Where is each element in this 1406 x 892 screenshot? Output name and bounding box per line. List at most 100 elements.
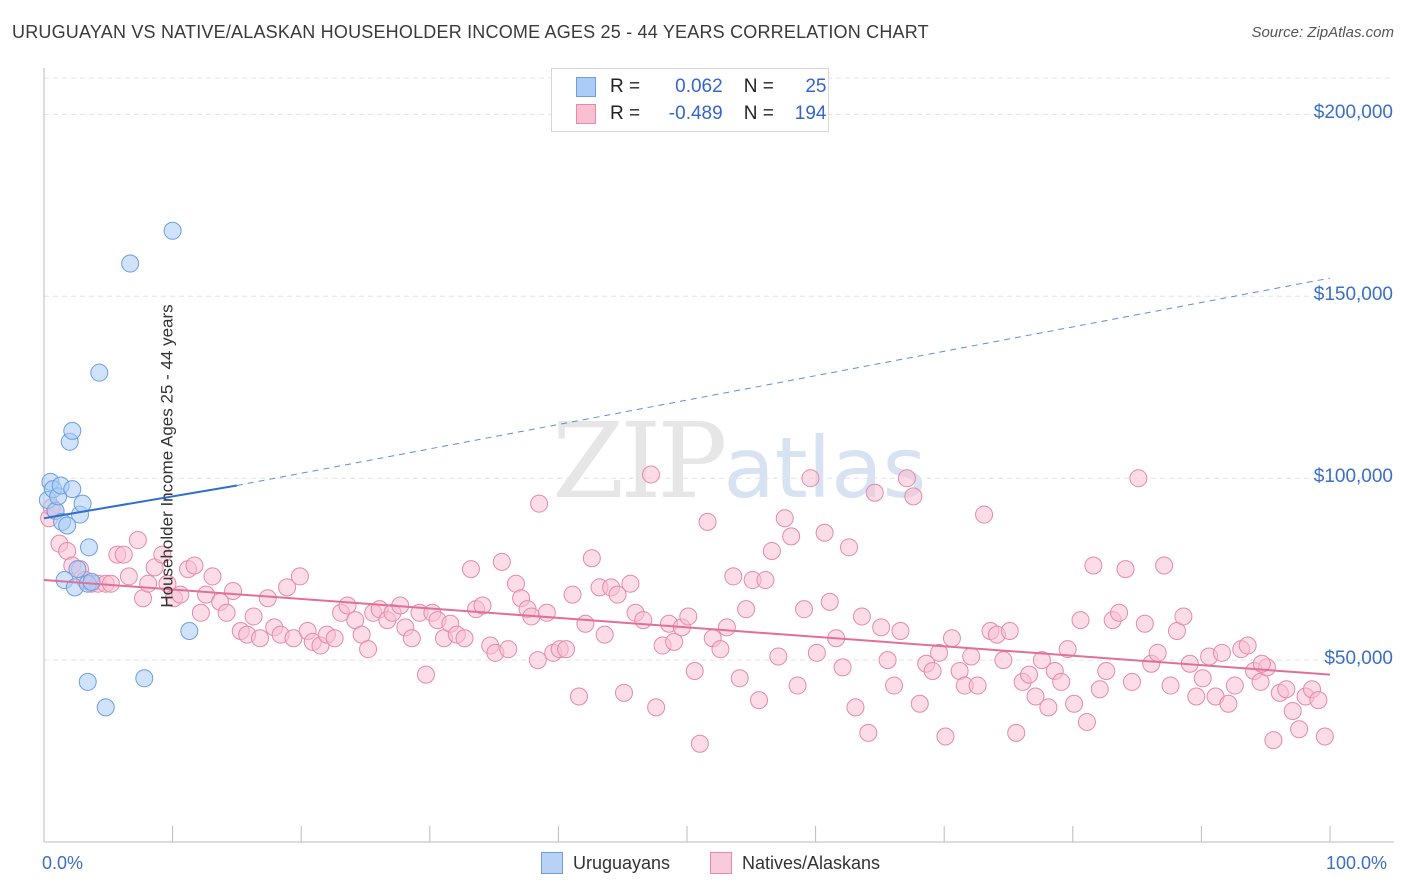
native-point [325,629,344,648]
y-tick-label: $50,000 [1324,648,1393,670]
r-label: R = [610,76,641,97]
native-point [647,698,666,717]
native-point [455,629,474,648]
uruguayan-point [163,221,182,240]
native-point [614,683,633,702]
native-point [1193,669,1212,688]
native-point [251,629,270,648]
native-point [1225,676,1244,695]
native-point [473,596,492,615]
native-point [833,658,852,677]
native-point [1148,643,1167,662]
native-point [1065,694,1084,713]
native-point [139,574,158,593]
natives-legend-swatch [710,852,732,874]
native-point [244,607,263,626]
legend-item-uruguayans[interactable]: Uruguayans [541,852,670,874]
native-point [775,509,794,528]
native-point [1077,712,1096,731]
native-point [1161,676,1180,695]
x-tick-label-min: 0.0% [42,853,84,873]
native-point [1122,672,1141,691]
native-point [557,640,576,659]
native-point [1219,694,1238,713]
native-trend-line [43,579,1331,676]
native-point [641,465,660,484]
native-point [1058,640,1077,659]
native-point [750,691,769,710]
y-axis-label: Householder Income Ages 25 - 44 years [157,304,177,608]
y-tick-label: $100,000 [1313,466,1393,488]
native-point [563,585,582,604]
native-point [891,621,910,640]
native-point [724,567,743,586]
stats-legend-row-uruguayans: R = 0.062 N = 25 [576,75,826,99]
native-point [936,727,955,746]
native-point [197,585,216,604]
native-point [1315,727,1334,746]
native-point [711,640,730,659]
native-point [1283,702,1302,721]
r-label: R = [610,103,641,124]
native-point [569,687,588,706]
native-point [942,629,961,648]
native-point [278,578,297,597]
native-point [872,618,891,637]
native-point [1007,723,1026,742]
native-point [1187,687,1206,706]
native-point [859,723,878,742]
native-point [1090,680,1109,699]
native-point [284,629,303,648]
native-point [923,662,942,681]
native-point [1116,560,1135,579]
native-point [402,629,421,648]
native-point [878,651,897,670]
native-point [762,541,781,560]
native-point [717,618,736,637]
native-point [1174,607,1193,626]
r-value: 0.062 [675,76,723,97]
native-point [737,600,756,619]
native-point [788,676,807,695]
native-point [769,647,788,666]
native-point [608,585,627,604]
n-value: 194 [794,103,827,124]
native-point [865,483,884,502]
native-point [782,527,801,546]
uruguayan-point [58,516,77,535]
uruguayan-point [180,621,199,640]
legend-item-natives-alaskans[interactable]: Natives/Alaskans [710,852,880,874]
native-point [807,643,826,662]
native-point [756,571,775,590]
n-label: N = [743,76,774,97]
legend-label: Uruguayans [573,852,671,873]
native-point [416,665,435,684]
native-point [1110,603,1129,622]
native-point [846,698,865,717]
source-label: Source: ZipAtlas.com [1251,24,1394,41]
uruguayans-legend-swatch [541,852,563,874]
native-point [910,694,929,713]
native-point [530,494,549,513]
watermark: ZIPatlas [552,400,926,522]
uruguayan-point [121,254,140,273]
stats-legend-row-natives: R = -0.489 N = 194 [576,102,826,126]
native-point [1032,651,1051,670]
chart-title: URUGUAYAN VS NATIVE/ALASKAN HOUSEHOLDER … [12,22,929,42]
uruguayan-point [80,538,99,557]
native-point [128,531,147,550]
native-point [975,505,994,524]
uruguayan-point [135,669,154,688]
native-point [1212,643,1231,662]
native-point [730,669,749,688]
uruguayans-swatch [576,77,596,97]
native-point [1290,720,1309,739]
native-point [690,734,709,753]
native-point [904,487,923,506]
n-label: N = [743,103,774,124]
native-point [528,651,547,670]
n-value: 25 [805,76,827,97]
native-point [685,662,704,681]
native-point [1000,621,1019,640]
